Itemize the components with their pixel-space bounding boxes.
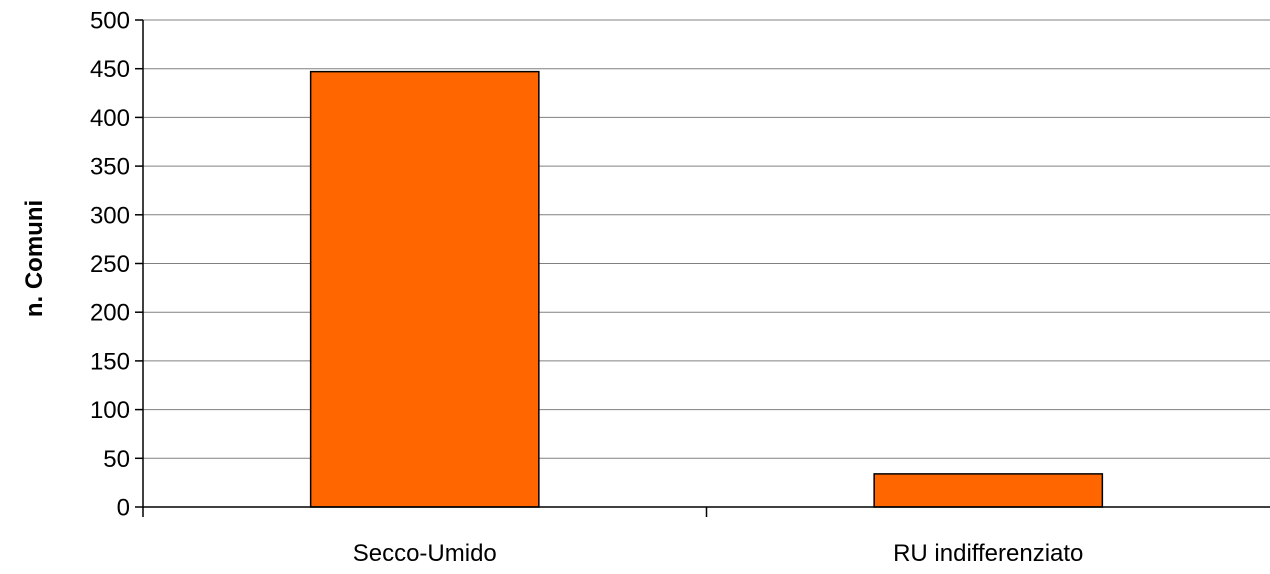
x-tick-label-0: Secco-Umido [353, 540, 497, 567]
bar-secco-umido [309, 70, 540, 508]
y-tick-label-100: 100 [90, 397, 130, 424]
y-tick-label-450: 450 [90, 56, 130, 83]
axes [135, 19, 1270, 517]
labels: n. Comuni 0 50 100 150 200 250 300 350 400 450 500… [21, 8, 1083, 568]
y-axis-title: n. Comuni [21, 200, 48, 317]
y-tick-label-300: 300 [90, 202, 130, 229]
y-tick-label-500: 500 [90, 8, 130, 35]
bar-ru-indifferenziato [873, 473, 1104, 508]
y-tick-label-0: 0 [117, 495, 130, 522]
y-tick-label-250: 250 [90, 251, 130, 278]
y-tick-label-50: 50 [103, 446, 130, 473]
y-tick-label-350: 350 [90, 154, 130, 181]
y-tick-label-200: 200 [90, 300, 130, 327]
x-tick-label-1: RU indifferenziato [893, 540, 1083, 567]
bars [309, 70, 1104, 508]
y-tick-label-150: 150 [90, 348, 130, 375]
y-tick-label-400: 400 [90, 105, 130, 132]
